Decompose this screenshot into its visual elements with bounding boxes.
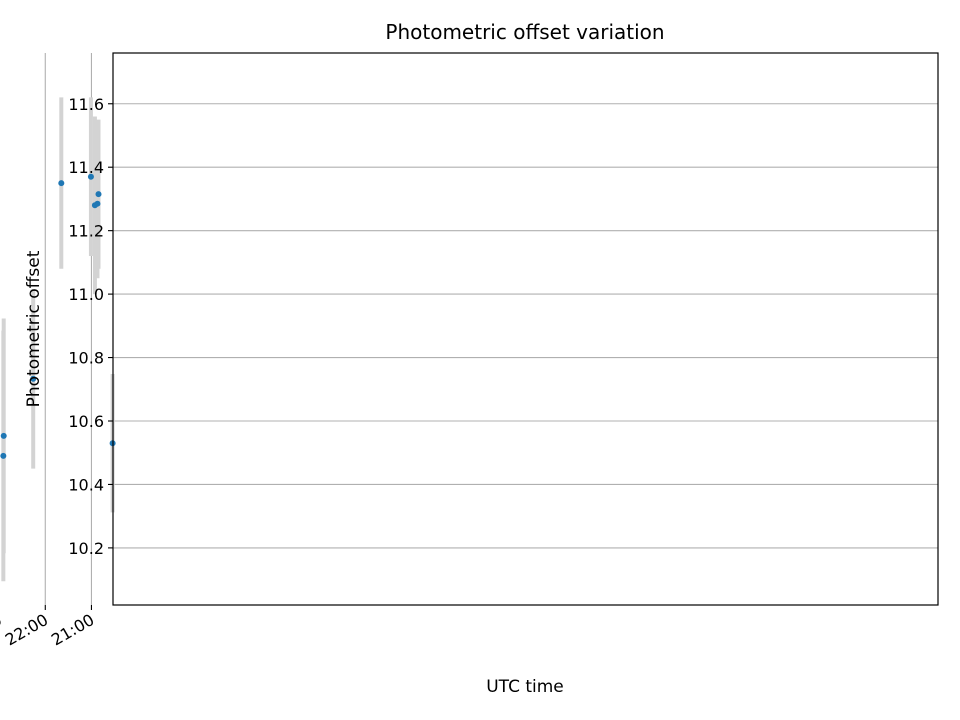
y-tick-label: 10.2 <box>68 539 104 558</box>
data-point <box>58 180 65 187</box>
y-tick-label: 10.6 <box>68 412 104 431</box>
plot-frame <box>112 52 939 606</box>
x-axis-label: UTC time <box>486 677 564 697</box>
data-point <box>0 452 7 459</box>
chart-title: Photometric offset variation <box>385 20 664 44</box>
grid <box>44 53 938 605</box>
data-point <box>30 375 37 382</box>
y-tick-label: 10.4 <box>68 475 104 494</box>
y-tick-label: 11.6 <box>68 95 104 114</box>
data-points <box>0 173 116 459</box>
y-tick-label: 11.2 <box>68 222 104 241</box>
y-tick-label: 10.8 <box>68 349 104 368</box>
data-point <box>91 202 98 209</box>
y-tick-label: 11.0 <box>68 285 104 304</box>
y-axis: 10.2 10.4 10.6 10.8 11.0 11.2 11.4 11.6 <box>68 95 113 558</box>
data-point <box>95 191 102 198</box>
y-tick-label: 11.4 <box>68 158 104 177</box>
data-point <box>0 432 7 439</box>
data-point <box>87 173 94 180</box>
y-axis-label: Photometric offset <box>24 250 44 407</box>
